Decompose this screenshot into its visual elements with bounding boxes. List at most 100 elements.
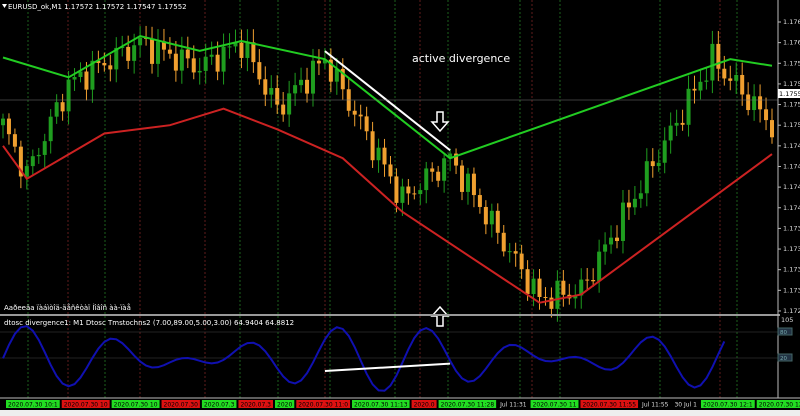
candle-body (179, 49, 184, 71)
candle-body (740, 74, 745, 95)
candle-body (42, 141, 47, 155)
candle-body (287, 93, 292, 115)
candle-body (573, 295, 578, 299)
candle-body (209, 54, 214, 57)
candle-body (18, 146, 23, 177)
y-tick-label: 1.17620 (783, 39, 800, 47)
candle-body (579, 279, 584, 296)
lower-envelope-line (2, 107, 773, 304)
time-label-box (238, 400, 273, 408)
candle-body (54, 102, 59, 117)
time-label-box (201, 400, 237, 408)
candle-body (770, 120, 774, 138)
y-tick-label: 1.17295 (783, 307, 800, 315)
candle-body (764, 109, 769, 121)
candle-body (161, 41, 166, 50)
candle-body (394, 176, 399, 203)
osc-max-label: 105 (781, 316, 793, 324)
candle-body (233, 42, 238, 47)
candle-body (543, 296, 548, 298)
candle-body (96, 60, 101, 63)
candle-body (24, 166, 29, 177)
candle-body (638, 193, 643, 199)
candle-body (185, 49, 190, 59)
candle-body (597, 251, 602, 282)
candle-body (537, 278, 542, 297)
candle-body (620, 202, 625, 241)
indicator-title: dtosc divergence1: M1 Dtosc Tmstochns2 (… (4, 319, 294, 327)
time-label: 2020.07.30 10 (114, 402, 158, 409)
triangle-down-icon[interactable] (2, 4, 7, 8)
candle-body (626, 202, 631, 208)
candle-body (275, 88, 280, 105)
time-label: 30 Jul 1 (674, 402, 697, 409)
candle-body (507, 251, 512, 253)
time-label: 2020.07.30 11:13 (354, 402, 408, 409)
candle-body (114, 47, 119, 70)
candle-body (340, 68, 345, 90)
candle-body (561, 280, 566, 295)
candle-body (501, 232, 506, 252)
upper-envelope-line (2, 34, 773, 160)
candle-body (662, 140, 667, 163)
time-label-box (296, 400, 351, 408)
time-label-box (275, 400, 295, 408)
y-tick-label: 1.17320 (783, 286, 800, 294)
candle-body (477, 195, 482, 207)
candle-body (615, 237, 620, 241)
bottom-tabs-bar[interactable] (0, 410, 800, 416)
candle-body (746, 94, 751, 111)
candle-body (382, 147, 387, 165)
time-label: 2020.07.30 10 (64, 402, 108, 409)
candle-body (722, 68, 727, 79)
time-label-box (111, 400, 160, 408)
time-label-box (61, 400, 110, 408)
candle-body (150, 38, 155, 64)
candle-body (448, 153, 453, 159)
candle-body (322, 59, 327, 64)
candle-body (316, 60, 321, 64)
candle-body (239, 42, 244, 58)
candle-body (758, 96, 763, 110)
arrow-down-icon (430, 111, 450, 133)
candle-body (132, 45, 137, 61)
candle-body (6, 118, 11, 135)
candle-body (752, 96, 757, 111)
candle-body (716, 43, 721, 69)
candle-body (215, 54, 220, 72)
candle-body (334, 68, 339, 82)
candle-body (191, 58, 196, 73)
candle-body (12, 134, 17, 147)
window-title: EURUSD_ok,M1 1.17572 1.17572 1.17547 1.1… (8, 3, 187, 11)
candle-body (513, 251, 518, 254)
y-tick-label: 1.17420 (783, 204, 800, 212)
candle-body (72, 76, 77, 80)
candle-body (197, 70, 202, 73)
time-label: 2020.07.30 11:0 (298, 402, 348, 409)
y-tick-label: 1.17395 (783, 224, 800, 232)
candle-body (36, 154, 41, 157)
level-low-label: 20 (780, 356, 787, 362)
y-tick-label: 1.17545 (783, 101, 800, 109)
y-tick-label: 1.17570 (783, 80, 800, 88)
candle-body (406, 186, 411, 194)
time-label-box (161, 400, 200, 408)
candle-body (245, 42, 250, 58)
candle-body (674, 122, 679, 126)
candle-body (388, 164, 393, 177)
candle-body (483, 206, 488, 225)
candle-body (704, 80, 709, 82)
candle-body (644, 161, 649, 194)
time-label: 2020.07.30 11:28 (441, 402, 495, 409)
time-label: Jul 11:31 (499, 402, 527, 409)
candle-body (531, 278, 536, 295)
candle-body (424, 168, 429, 191)
candle-body (370, 131, 375, 161)
candle-body (454, 153, 459, 166)
candle-body (686, 88, 691, 125)
candle-body (430, 168, 435, 172)
candle-body (734, 74, 739, 81)
candle-body (102, 62, 107, 66)
